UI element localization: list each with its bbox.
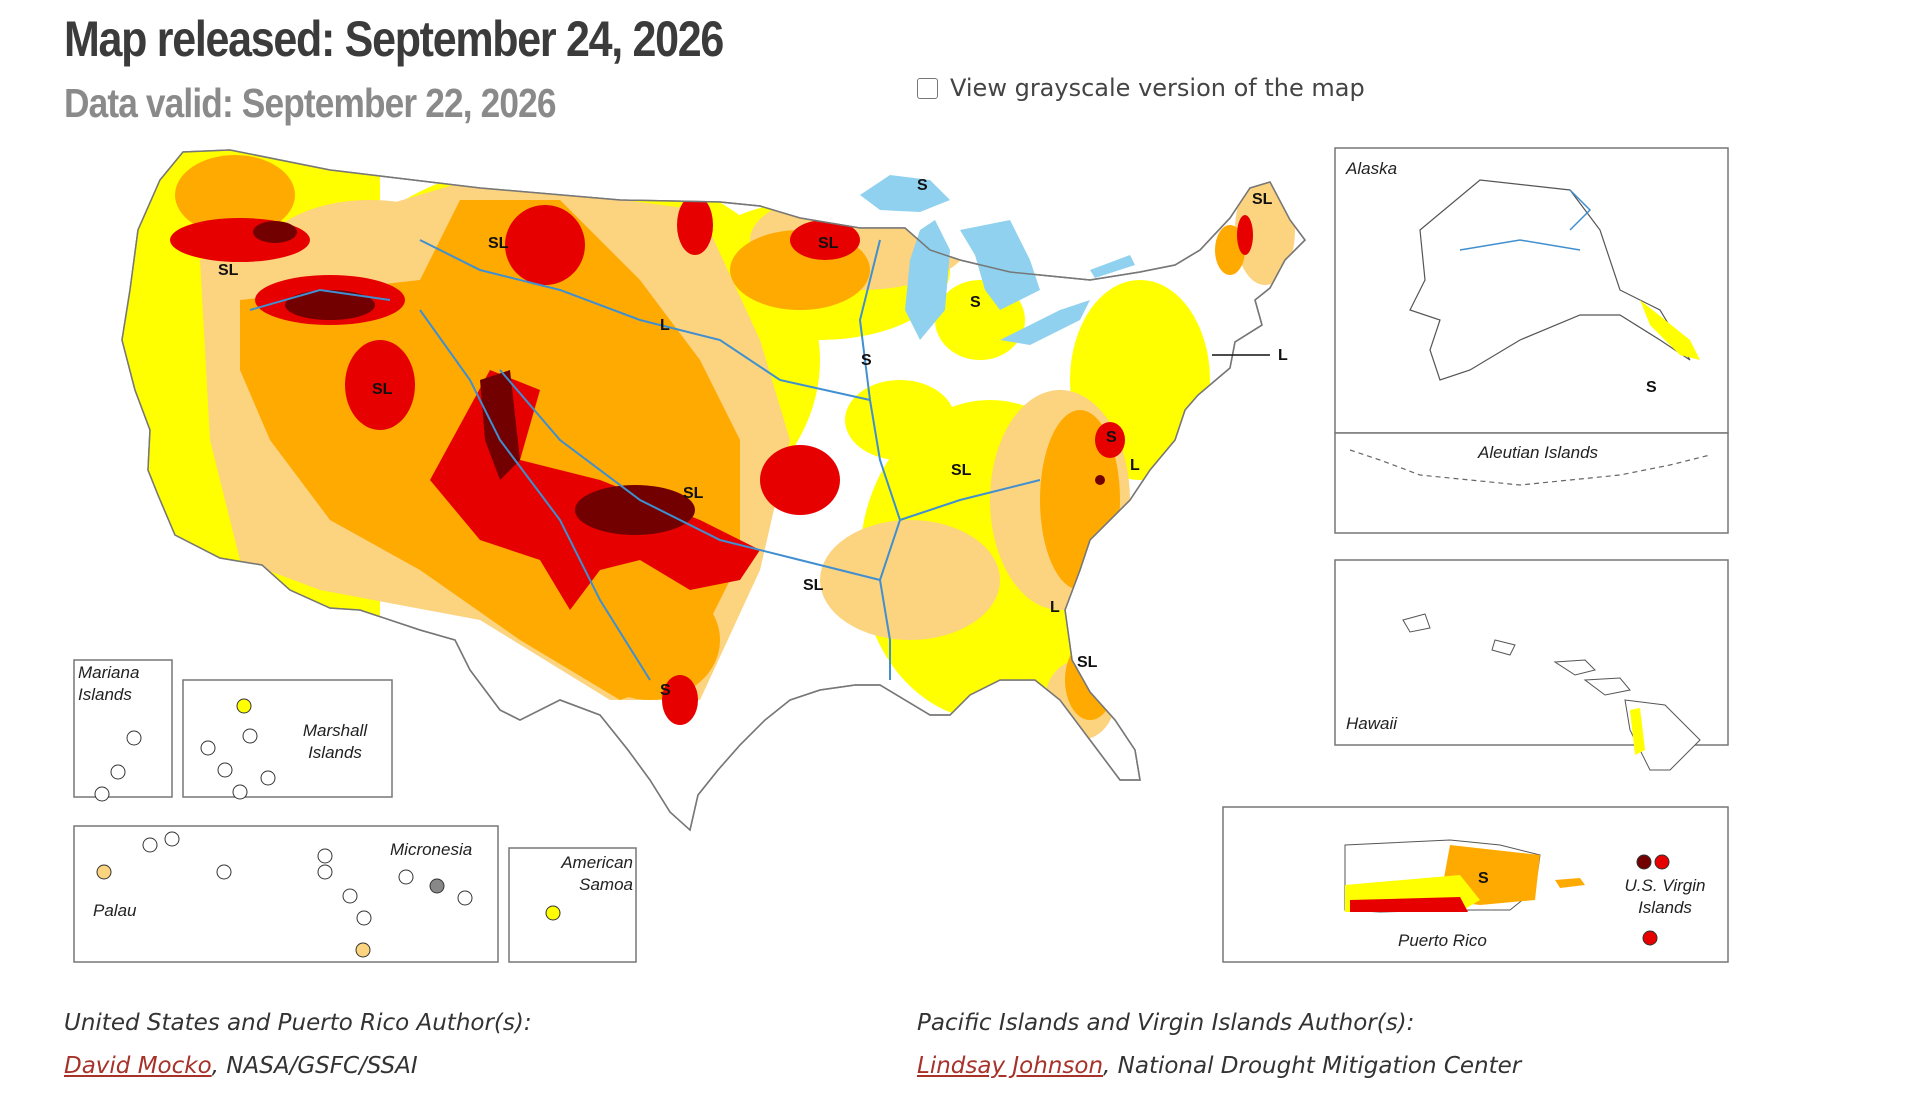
impact-label: L xyxy=(1130,457,1140,474)
hawaii-inset: Hawaii xyxy=(1334,559,1729,771)
map-released-title: Map released: September 24, 2026 xyxy=(64,11,724,67)
grayscale-toggle[interactable]: View grayscale version of the map xyxy=(917,74,1365,102)
impact-label: S xyxy=(917,177,928,194)
impact-label: L xyxy=(660,317,670,334)
drought-d4-areas xyxy=(253,221,1105,535)
pacific-author-link[interactable]: Lindsay Johnson xyxy=(917,1053,1104,1079)
impact-label: SL xyxy=(803,577,824,594)
impact-labels: SL SL SL SL SL SL SL SL SL L L L L S S S… xyxy=(218,177,1288,699)
pacific-authors-label: Pacific Islands and Virgin Islands Autho… xyxy=(917,1010,1415,1036)
impact-label: L xyxy=(1050,599,1060,616)
impact-label: SL xyxy=(218,262,239,279)
marshall-label: Marshall Islands xyxy=(302,721,368,762)
micronesia-label: Micronesia xyxy=(390,840,472,859)
pacific-author-line: Lindsay Johnson, National Drought Mitiga… xyxy=(917,1053,1521,1079)
palau-label: Palau xyxy=(93,901,137,920)
alaska-inset: Alaska S xyxy=(1334,147,1729,434)
mariana-inset: Mariana Islands xyxy=(73,659,173,802)
us-authors-label: United States and Puerto Rico Author(s): xyxy=(64,1010,532,1036)
impact-label: SL xyxy=(372,381,393,398)
conus-map xyxy=(121,149,1306,831)
puerto-rico-inset: S Puerto Rico U.S. Virgin Islands xyxy=(1222,806,1729,963)
rivers xyxy=(249,239,1041,681)
impact-label: S xyxy=(660,682,671,699)
us-author-org: , NASA/GSFC/SSAI xyxy=(211,1053,418,1079)
data-valid-subtitle: Data valid: September 22, 2026 xyxy=(64,80,556,126)
alaska-impact-label: S xyxy=(1646,379,1657,396)
impact-label: L xyxy=(1278,347,1288,364)
marshall-inset: Marshall Islands xyxy=(182,679,393,800)
impact-label: SL xyxy=(1077,654,1098,671)
impact-label: S xyxy=(970,294,981,311)
impact-label: SL xyxy=(818,235,839,252)
impact-label: SL xyxy=(951,462,972,479)
aleutian-label: Aleutian Islands xyxy=(1477,443,1599,462)
grayscale-checkbox[interactable] xyxy=(917,77,938,99)
pr-impact-label: S xyxy=(1478,870,1489,887)
impact-label: SL xyxy=(683,485,704,502)
impact-label: S xyxy=(1106,429,1117,446)
mariana-label: Mariana Islands xyxy=(78,663,140,704)
grayscale-label: View grayscale version of the map xyxy=(950,74,1365,102)
us-author-line: David Mocko, NASA/GSFC/SSAI xyxy=(64,1053,418,1079)
pacific-author-org: , National Drought Mitigation Center xyxy=(1103,1053,1522,1079)
hawaii-label: Hawaii xyxy=(1346,714,1398,733)
impact-label: SL xyxy=(488,235,509,252)
samoa-inset: American Samoa xyxy=(508,847,637,963)
great-lakes xyxy=(860,175,1135,345)
us-author-link[interactable]: David Mocko xyxy=(64,1053,212,1079)
micronesia-inset: Micronesia Palau xyxy=(73,825,499,963)
impact-label: S xyxy=(861,352,872,369)
impact-label: SL xyxy=(1252,191,1273,208)
drought-map: SL SL SL SL SL SL SL SL SL L L L L S S S… xyxy=(0,140,1920,974)
alaska-label: Alaska xyxy=(1345,159,1397,178)
aleutian-inset: Aleutian Islands xyxy=(1334,432,1729,534)
samoa-label: American Samoa xyxy=(561,853,633,894)
puerto-rico-label: Puerto Rico xyxy=(1398,931,1487,950)
usvi-label: U.S. Virgin Islands xyxy=(1624,876,1706,917)
